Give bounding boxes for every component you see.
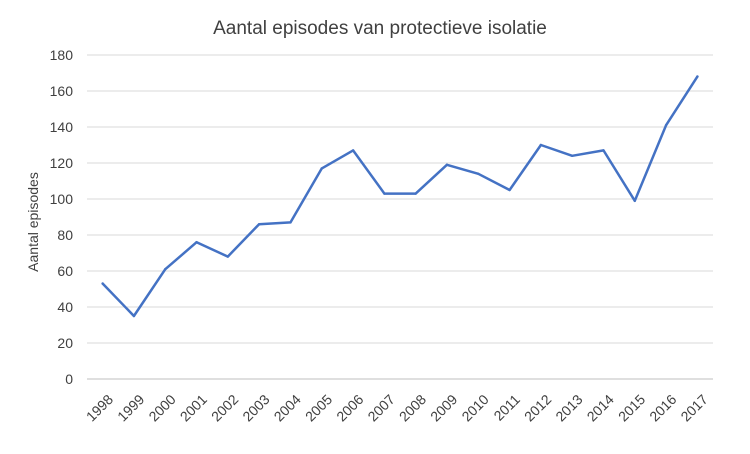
x-tick-label: 2000 [145, 391, 178, 424]
data-point [633, 199, 636, 202]
x-tick-label: 2010 [458, 391, 491, 424]
data-point [226, 255, 230, 258]
y-tick-label: 160 [50, 83, 74, 99]
data-point [289, 221, 292, 224]
series-layer [101, 75, 699, 318]
x-tick-label: 2002 [208, 391, 241, 424]
x-tick-label: 2012 [521, 391, 554, 424]
x-tick-label: 2001 [177, 391, 210, 424]
data-point [351, 149, 355, 152]
data-point [164, 268, 167, 271]
x-tick-label: 2004 [271, 391, 304, 424]
data-point [320, 167, 323, 170]
data-point [570, 154, 574, 157]
x-tick-label: 2003 [239, 391, 272, 424]
x-tick-label: 1998 [83, 391, 116, 424]
data-point [132, 314, 136, 318]
y-tick-label: 100 [50, 191, 74, 207]
y-tick-label: 20 [57, 335, 73, 351]
y-tick-label: 180 [50, 47, 74, 63]
y-tick-label: 140 [50, 119, 74, 135]
y-tick-label: 120 [50, 155, 74, 171]
x-tick-label: 1999 [114, 391, 147, 424]
data-point [445, 163, 449, 166]
x-tick-labels: 1998199920002001200220032004200520062007… [83, 391, 711, 424]
y-tick-label: 40 [57, 299, 73, 315]
y-tick-label: 0 [65, 371, 73, 387]
data-point [539, 143, 543, 147]
x-tick-label: 2011 [490, 391, 523, 424]
x-tick-label: 2007 [364, 391, 397, 424]
y-tick-label: 60 [57, 263, 73, 279]
x-tick-label: 2006 [333, 391, 366, 424]
x-tick-label: 2014 [584, 391, 617, 424]
gridlines [87, 54, 713, 380]
series-line [101, 75, 699, 318]
y-axis-label: Aantal episodes [25, 172, 41, 272]
y-tick-labels: 0 20 40 60 80 100 120 140 160 180 [50, 47, 74, 387]
data-point [477, 172, 480, 175]
data-point [257, 223, 261, 226]
x-tick-label: 2017 [677, 391, 710, 424]
y-tick-label: 80 [57, 227, 73, 243]
data-point [383, 192, 386, 195]
x-tick-label: 2008 [396, 391, 429, 424]
x-tick-label: 2015 [615, 391, 648, 424]
data-point [602, 149, 605, 152]
x-tick-label: 2013 [552, 391, 585, 424]
x-tick-label: 2005 [302, 391, 335, 424]
data-point [195, 241, 198, 244]
data-point [696, 75, 699, 78]
chart-title: Aantal episodes van protectieve isolatie [213, 18, 547, 39]
data-point [101, 282, 104, 285]
data-point [508, 188, 511, 192]
data-point [664, 124, 668, 127]
data-point [414, 192, 417, 195]
x-tick-label: 2016 [646, 391, 679, 424]
x-tick-label: 2009 [427, 391, 460, 424]
